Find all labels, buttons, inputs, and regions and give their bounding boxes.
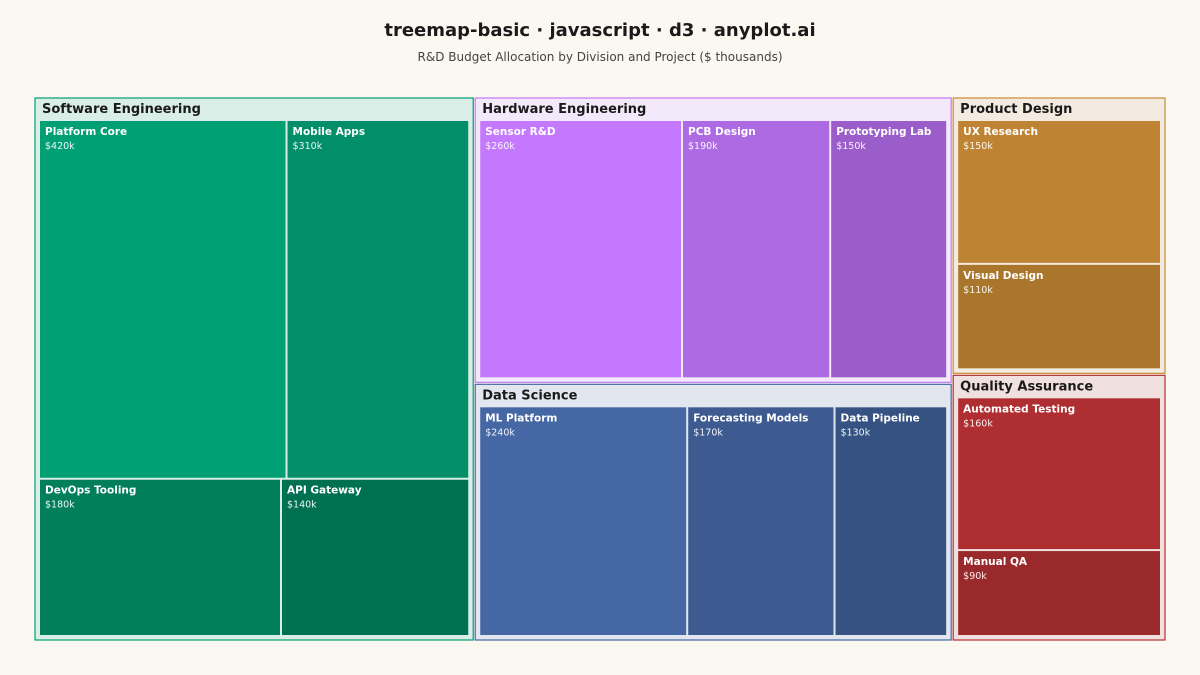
tile-label-forecasting-models: Forecasting Models <box>693 412 808 424</box>
tile-devops-tooling <box>40 479 280 635</box>
group-label-hardware-engineering: Hardware Engineering <box>482 102 646 117</box>
chart-subtitle: R&D Budget Allocation by Division and Pr… <box>417 50 783 64</box>
tile-label-mobile-apps: Mobile Apps <box>293 126 366 138</box>
chart-title: treemap-basic · javascript · d3 · anyplo… <box>384 20 816 41</box>
tile-ux-research <box>958 121 1160 263</box>
group-label-data-science: Data Science <box>482 388 577 403</box>
tile-value-devops-tooling: $180k <box>45 500 75 511</box>
tile-label-ux-research: UX Research <box>963 126 1038 138</box>
tile-sensor-r-d <box>480 121 682 378</box>
tile-ml-platform <box>480 407 687 635</box>
tile-label-manual-qa: Manual QA <box>963 556 1028 568</box>
tile-value-forecasting-models: $170k <box>693 427 723 438</box>
tile-value-automated-testing: $160k <box>963 418 993 429</box>
tile-value-api-gateway: $140k <box>287 500 317 511</box>
tile-value-ux-research: $150k <box>963 141 993 152</box>
tile-automated-testing <box>958 398 1160 550</box>
tile-label-data-pipeline: Data Pipeline <box>841 412 920 424</box>
tile-value-ml-platform: $240k <box>485 427 515 438</box>
tile-label-ml-platform: ML Platform <box>485 412 557 424</box>
tile-label-sensor-r-d: Sensor R&D <box>485 126 556 138</box>
tile-value-platform-core: $420k <box>45 141 75 152</box>
group-label-quality-assurance: Quality Assurance <box>960 379 1093 394</box>
tile-value-manual-qa: $90k <box>963 571 987 582</box>
group-label-software-engineering: Software Engineering <box>42 102 201 117</box>
tile-label-prototyping-lab: Prototyping Lab <box>836 126 932 138</box>
tile-prototyping-lab <box>831 121 947 378</box>
tile-pcb-design <box>683 121 830 378</box>
tile-label-visual-design: Visual Design <box>963 270 1043 282</box>
tile-manual-qa <box>958 551 1160 635</box>
tile-data-pipeline <box>835 407 947 635</box>
tile-label-automated-testing: Automated Testing <box>963 403 1075 415</box>
tile-mobile-apps <box>287 121 469 478</box>
tile-label-pcb-design: PCB Design <box>688 126 756 138</box>
tile-value-sensor-r-d: $260k <box>485 141 515 152</box>
group-label-product-design: Product Design <box>960 102 1072 117</box>
tile-forecasting-models <box>688 407 834 635</box>
tile-value-data-pipeline: $130k <box>841 427 871 438</box>
tile-label-platform-core: Platform Core <box>45 126 127 138</box>
tile-value-mobile-apps: $310k <box>293 141 323 152</box>
tile-visual-design <box>958 264 1160 369</box>
tile-platform-core <box>40 121 286 478</box>
tile-label-api-gateway: API Gateway <box>287 485 362 497</box>
tile-value-prototyping-lab: $150k <box>836 141 866 152</box>
tile-value-visual-design: $110k <box>963 285 993 296</box>
tile-value-pcb-design: $190k <box>688 141 718 152</box>
tile-label-devops-tooling: DevOps Tooling <box>45 485 136 497</box>
tile-api-gateway <box>282 479 469 635</box>
